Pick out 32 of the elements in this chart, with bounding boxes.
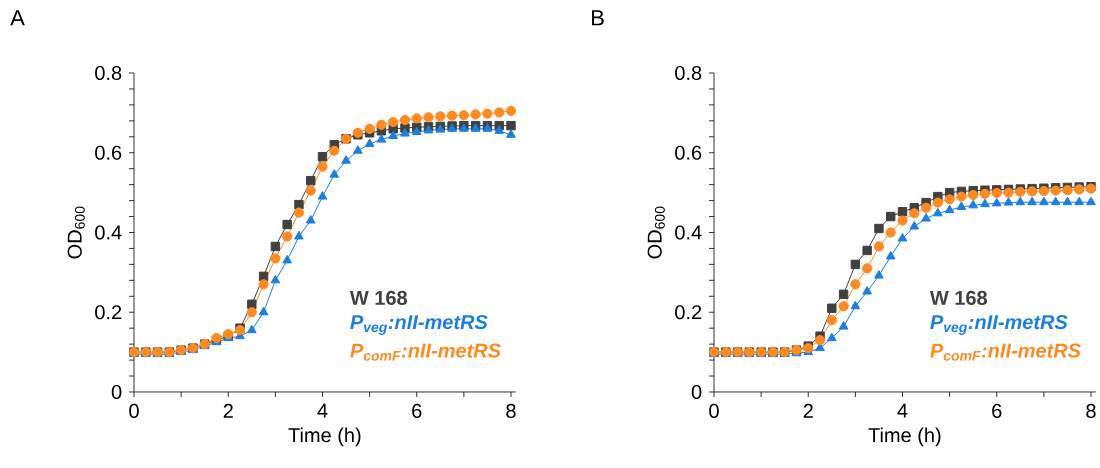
x-axis-title: Time (h) [868,427,941,447]
chart-title: B [592,10,604,26]
y-tick-label: 0.2 [95,305,122,320]
y-tick-label: 0.8 [95,65,122,81]
x-tick-label: 2 [223,403,233,418]
text: P$_{comF}$:nII-metRS [930,343,1081,361]
chart-title: A [10,10,25,26]
x-axis-title: Time (h) [288,427,361,447]
y-tick-label: 0.4 [95,225,122,240]
y-tick-label: 0.6 [675,145,702,160]
x-tick-label: 6 [412,403,422,419]
y-tick-label: 0.8 [675,65,702,81]
y-axis-title: OD$_{600}$ [647,206,665,259]
text: W 168 [929,290,988,305]
x-tick-label: 4 [317,403,328,418]
text: P$_{comF}$:nII-metRS [350,343,501,361]
x-tick-label: 8 [1086,403,1096,419]
y-tick-label: 0.6 [95,145,122,160]
y-tick-label: 0 [691,384,702,400]
y-tick-label: 0.4 [675,225,702,240]
x-tick-label: 0 [129,403,139,419]
x-tick-label: 8 [506,403,516,419]
x-tick-label: 0 [709,403,719,419]
y-axis-title: OD$_{600}$ [67,206,85,259]
text: W 168 [349,290,408,305]
y-tick-label: 0.2 [675,305,702,320]
text: P$_{veg}$:nII-metRS [930,315,1068,335]
y-tick-label: 0 [111,384,122,400]
x-tick-label: 2 [803,403,813,418]
text: P$_{veg}$:nII-metRS [350,315,488,335]
x-tick-label: 4 [897,403,908,418]
x-tick-label: 6 [992,403,1002,419]
